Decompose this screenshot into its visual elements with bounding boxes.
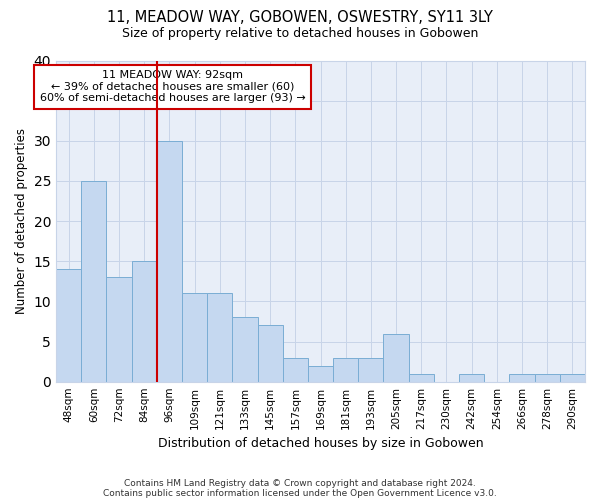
Bar bbox=[535, 374, 560, 382]
Text: Contains HM Land Registry data © Crown copyright and database right 2024.: Contains HM Land Registry data © Crown c… bbox=[124, 478, 476, 488]
Bar bbox=[459, 374, 484, 382]
Bar bbox=[157, 141, 182, 382]
Bar bbox=[106, 278, 131, 382]
Bar bbox=[232, 318, 257, 382]
Bar bbox=[333, 358, 358, 382]
Text: Contains public sector information licensed under the Open Government Licence v3: Contains public sector information licen… bbox=[103, 488, 497, 498]
Bar bbox=[182, 294, 207, 382]
X-axis label: Distribution of detached houses by size in Gobowen: Distribution of detached houses by size … bbox=[158, 437, 484, 450]
Text: 11, MEADOW WAY, GOBOWEN, OSWESTRY, SY11 3LY: 11, MEADOW WAY, GOBOWEN, OSWESTRY, SY11 … bbox=[107, 10, 493, 25]
Bar bbox=[409, 374, 434, 382]
Bar bbox=[358, 358, 383, 382]
Bar bbox=[509, 374, 535, 382]
Bar bbox=[81, 181, 106, 382]
Bar bbox=[131, 261, 157, 382]
Y-axis label: Number of detached properties: Number of detached properties bbox=[15, 128, 28, 314]
Bar bbox=[283, 358, 308, 382]
Text: 11 MEADOW WAY: 92sqm
← 39% of detached houses are smaller (60)
60% of semi-detac: 11 MEADOW WAY: 92sqm ← 39% of detached h… bbox=[40, 70, 305, 103]
Bar bbox=[560, 374, 585, 382]
Text: Size of property relative to detached houses in Gobowen: Size of property relative to detached ho… bbox=[122, 28, 478, 40]
Bar bbox=[56, 270, 81, 382]
Bar bbox=[308, 366, 333, 382]
Bar bbox=[207, 294, 232, 382]
Bar bbox=[257, 326, 283, 382]
Bar bbox=[383, 334, 409, 382]
